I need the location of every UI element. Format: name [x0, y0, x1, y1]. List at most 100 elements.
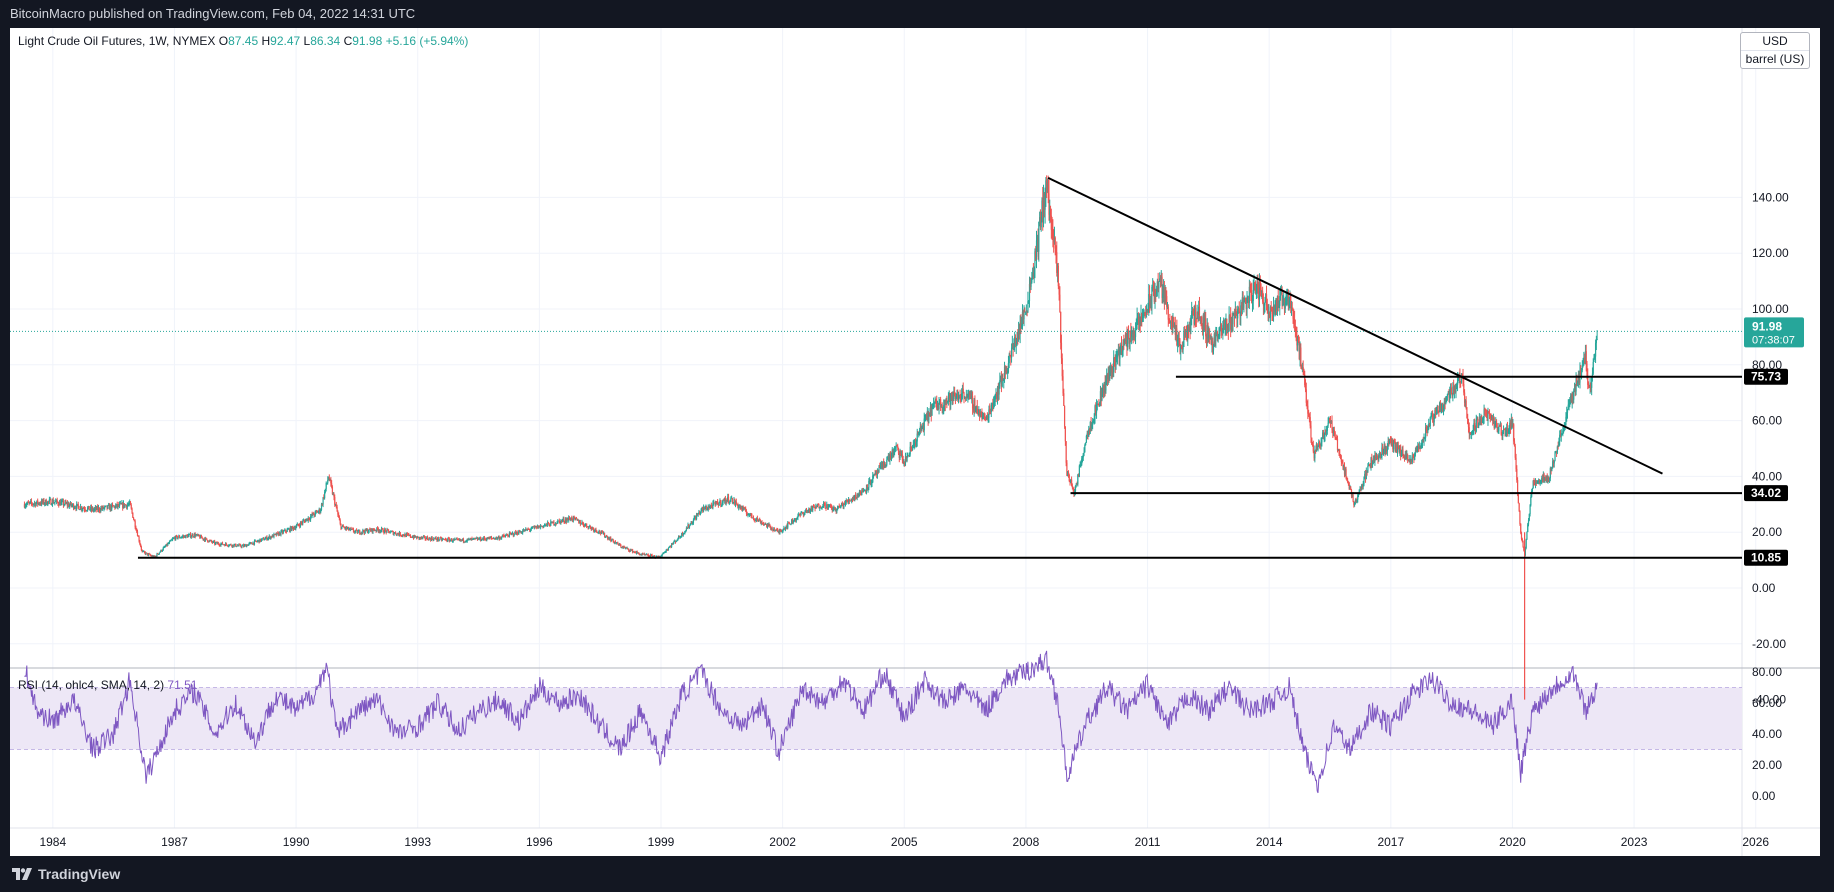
candle-body: [1346, 478, 1348, 480]
candle-body: [1094, 406, 1096, 420]
unit-label[interactable]: barrel (US): [1741, 50, 1809, 68]
candle-body: [763, 523, 765, 525]
candle-body: [58, 501, 61, 506]
candle-body: [626, 547, 628, 549]
candle-body: [462, 538, 464, 541]
tradingview-brand[interactable]: TradingView: [12, 866, 120, 882]
candle-body: [1032, 273, 1034, 277]
candle-body: [1187, 325, 1189, 340]
candle-body: [1084, 444, 1086, 452]
candle-body: [1449, 387, 1452, 394]
candle-body: [1500, 424, 1502, 435]
candle-body: [55, 499, 58, 502]
candle-body: [1099, 391, 1102, 405]
candle-body: [833, 506, 835, 510]
candle-body: [244, 544, 246, 546]
candle-body: [450, 538, 452, 541]
candle-body: [1079, 464, 1081, 466]
candle-body: [1128, 338, 1130, 344]
candle-body: [871, 482, 873, 484]
candle-body: [827, 505, 829, 509]
candle-body: [161, 550, 164, 552]
candle-body: [529, 529, 532, 531]
chart-area[interactable]: 1984 1987 1990 1993 1996 1999 2002 2005 2008 2011…: [10, 28, 1820, 856]
candle-body: [1226, 318, 1228, 329]
candle-body: [779, 530, 781, 533]
candle-body: [1383, 446, 1385, 450]
candle-body: [1146, 309, 1148, 310]
candle-body: [1327, 422, 1329, 426]
candle-body: [1291, 307, 1293, 310]
candle-body: [323, 497, 325, 499]
candle-body: [146, 552, 148, 554]
candle-body: [1522, 541, 1524, 547]
candle-body: [1051, 229, 1053, 231]
candle-body: [1328, 418, 1330, 423]
candle-body: [440, 537, 443, 541]
candle-body: [607, 536, 609, 540]
candle-body: [317, 511, 319, 513]
candle-body: [688, 524, 690, 528]
candle-body: [1527, 524, 1529, 532]
candle-body: [112, 505, 114, 507]
candle-body: [981, 412, 983, 420]
candle-body: [457, 538, 459, 540]
candle-body: [1241, 297, 1243, 310]
candle-body: [1576, 377, 1578, 384]
candle-body: [1535, 480, 1537, 484]
chart-canvas[interactable]: 1984 1987 1990 1993 1996 1999 2002 2005 2008 2011…: [10, 28, 1820, 856]
candle-body: [1151, 287, 1153, 309]
candle-body: [1559, 434, 1561, 442]
candle-body: [387, 529, 390, 532]
candle-body: [187, 535, 189, 538]
candle-body: [1429, 417, 1431, 427]
candle-body: [1150, 298, 1152, 309]
candle-body: [373, 528, 375, 531]
candle-body: [1498, 426, 1500, 432]
candle-body: [1130, 330, 1132, 337]
currency-label[interactable]: USD: [1762, 34, 1788, 48]
candle-body: [648, 555, 650, 557]
candle-body: [204, 538, 206, 541]
candle-body: [806, 510, 808, 512]
candle-body: [1127, 330, 1129, 348]
candle-body: [274, 533, 277, 535]
candle-body: [1387, 441, 1389, 447]
candle-body: [681, 533, 684, 536]
candle-body: [1219, 324, 1222, 330]
candle-body: [108, 504, 110, 506]
candle-body: [1206, 325, 1208, 339]
candle-body: [1402, 449, 1404, 457]
candle-body: [581, 522, 583, 524]
candle-body: [1560, 434, 1562, 437]
candle-body: [1014, 337, 1017, 346]
candle-body: [1186, 332, 1188, 340]
candle-body: [177, 537, 179, 539]
candle-body: [1499, 426, 1501, 427]
currency-unit-selector[interactable]: USD barrel (US): [1740, 32, 1810, 69]
candle-body: [1314, 449, 1316, 459]
candle-body: [1056, 265, 1059, 273]
candle-body: [193, 536, 195, 538]
candle-body: [938, 401, 940, 409]
candle-body: [1594, 356, 1596, 358]
candle-body: [777, 530, 780, 532]
candle-body: [726, 499, 728, 501]
candle-body: [1389, 440, 1391, 444]
candle-body: [179, 537, 181, 539]
candle-body: [249, 542, 251, 544]
candle-body: [1006, 370, 1008, 374]
candle-body: [148, 553, 150, 555]
x-tick-label: 1993: [404, 835, 431, 849]
candle-body: [262, 538, 264, 539]
candle-body: [692, 519, 695, 523]
candle-body: [1550, 468, 1552, 471]
candle-body: [545, 523, 547, 525]
candle-body: [522, 530, 525, 532]
candle-body: [225, 543, 227, 545]
candle-body: [525, 528, 527, 530]
candle-body: [1417, 446, 1420, 448]
candle-body: [843, 503, 845, 508]
candle-body: [1332, 429, 1334, 433]
candle-body: [1499, 424, 1502, 427]
